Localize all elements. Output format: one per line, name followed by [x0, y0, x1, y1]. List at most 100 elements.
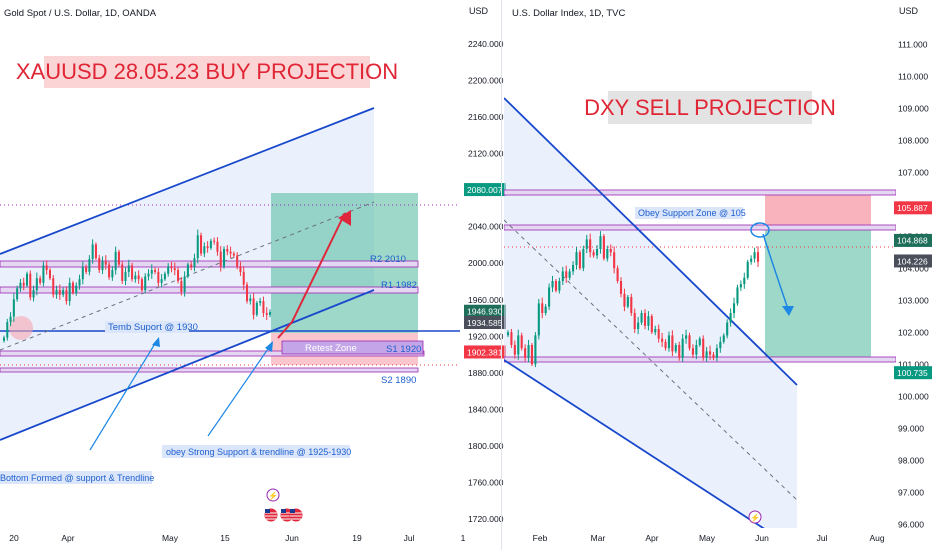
candle-body — [640, 313, 643, 323]
y-tick-label: 2240.000 — [468, 39, 504, 49]
candle-body — [572, 265, 575, 272]
candle-body — [517, 335, 520, 355]
candle-body — [134, 275, 137, 280]
candle-body — [527, 345, 530, 358]
x-tick-label: 20 — [9, 533, 19, 543]
candle-body — [186, 264, 189, 277]
candle-body — [101, 260, 104, 271]
dxy-channel-mid — [504, 219, 798, 501]
candle-body — [48, 270, 51, 279]
candle-body — [599, 236, 602, 249]
candle-body — [213, 240, 216, 242]
price-label: 105.887 — [897, 203, 928, 213]
candle-body — [62, 290, 65, 295]
dxy-x-axis[interactable]: Feb Mar Apr May Jun Jul Aug — [533, 533, 885, 543]
candle-body — [647, 316, 650, 326]
y-tick-label: 101.000 — [898, 360, 929, 370]
gold-banner-bg — [44, 56, 370, 88]
candle-body — [94, 244, 97, 259]
candle-body — [702, 338, 705, 358]
candle-body — [746, 261, 749, 278]
gold-retest-zone-bg — [281, 340, 424, 355]
y-tick-label: 110.000 — [898, 72, 928, 82]
candle-body — [630, 297, 633, 313]
candle-body — [262, 301, 265, 313]
y-tick-label: 98.000 — [898, 456, 924, 466]
dxy-y-axis[interactable]: 111.000110.000109.000108.000107.000106.0… — [894, 40, 932, 530]
x-tick-label: Apr — [61, 533, 74, 543]
y-tick-label: 99.000 — [898, 424, 924, 434]
gold-r1-zone — [0, 286, 419, 294]
candle-body — [55, 290, 58, 295]
candle-body — [565, 271, 568, 278]
candle-body — [117, 251, 120, 265]
candle-body — [736, 287, 739, 304]
us-flag-icon[interactable] — [264, 508, 278, 522]
panel-separator[interactable] — [501, 0, 502, 550]
candle-body — [595, 249, 599, 256]
price-label: 1946.930 — [467, 307, 503, 317]
y-tick-label: 103.000 — [898, 296, 929, 306]
y-tick-label: 109.000 — [898, 104, 929, 114]
dxy-touch-circle — [750, 222, 770, 238]
gold-s2-zone — [0, 367, 419, 373]
x-tick-label: Mar — [591, 533, 606, 543]
candle-body — [245, 284, 249, 302]
candle-body — [173, 268, 176, 271]
candle-body — [698, 338, 701, 345]
x-tick-label: Aug — [869, 533, 884, 543]
candle-body — [568, 271, 571, 278]
candle-body — [715, 348, 718, 358]
candle-body — [268, 312, 272, 315]
x-tick-label: 15 — [220, 533, 230, 543]
candle-body — [25, 273, 29, 286]
gold-y-axis[interactable]: 2240.0002200.0002160.0002120.0002080.000… — [464, 39, 506, 524]
candle-body — [654, 329, 657, 333]
flash-icon[interactable] — [266, 488, 280, 502]
candle-body — [160, 279, 163, 283]
us-flag-icon[interactable] — [289, 508, 303, 522]
candle-body — [695, 345, 698, 355]
candle-body — [140, 279, 143, 291]
candle-body — [111, 270, 114, 278]
dxy-channel-upper — [504, 97, 798, 386]
y-tick-label: 108.000 — [898, 136, 929, 146]
y-tick-label: 96.000 — [898, 520, 924, 530]
candle-body — [154, 270, 157, 272]
candle-body — [42, 265, 45, 283]
price-label-bg — [464, 304, 506, 318]
candle-body — [633, 313, 636, 329]
candle-body — [223, 249, 226, 267]
candle-body — [131, 265, 134, 280]
flash-icon[interactable] — [748, 510, 762, 524]
candle-body — [671, 335, 674, 352]
y-tick-label: 100.000 — [898, 392, 929, 402]
candle-body — [602, 236, 605, 259]
flash-icon-glyph: ⚡ — [268, 491, 278, 501]
price-label-bg — [894, 254, 932, 268]
candle-body — [196, 235, 199, 259]
price-label-bg — [464, 345, 506, 359]
candle-body — [9, 316, 12, 323]
y-tick-label: 107.000 — [898, 168, 929, 178]
price-label: 1902.381 — [467, 347, 503, 357]
candle-body — [32, 290, 35, 298]
candle-body — [657, 329, 660, 339]
gold-x-axis[interactable]: 20 Apr May 15 Jun 19 Jul 1 — [9, 533, 465, 543]
candle-body — [708, 351, 712, 355]
candle-body — [510, 332, 513, 345]
dxy-channel-lower — [504, 359, 765, 528]
candle-body — [756, 252, 760, 262]
candle-body — [534, 335, 537, 365]
gold-s1-zone — [0, 350, 425, 357]
candle-body — [259, 301, 262, 303]
candle-body — [524, 348, 527, 358]
gold-temp-support-label: Temb Suport @ 1930 — [108, 322, 198, 333]
candle-body — [144, 276, 147, 291]
gold-temp-support-bg — [105, 321, 189, 333]
gold-bottom-label: Bottom Formed @ support & Trendline — [0, 473, 154, 483]
candle-body — [249, 298, 252, 302]
